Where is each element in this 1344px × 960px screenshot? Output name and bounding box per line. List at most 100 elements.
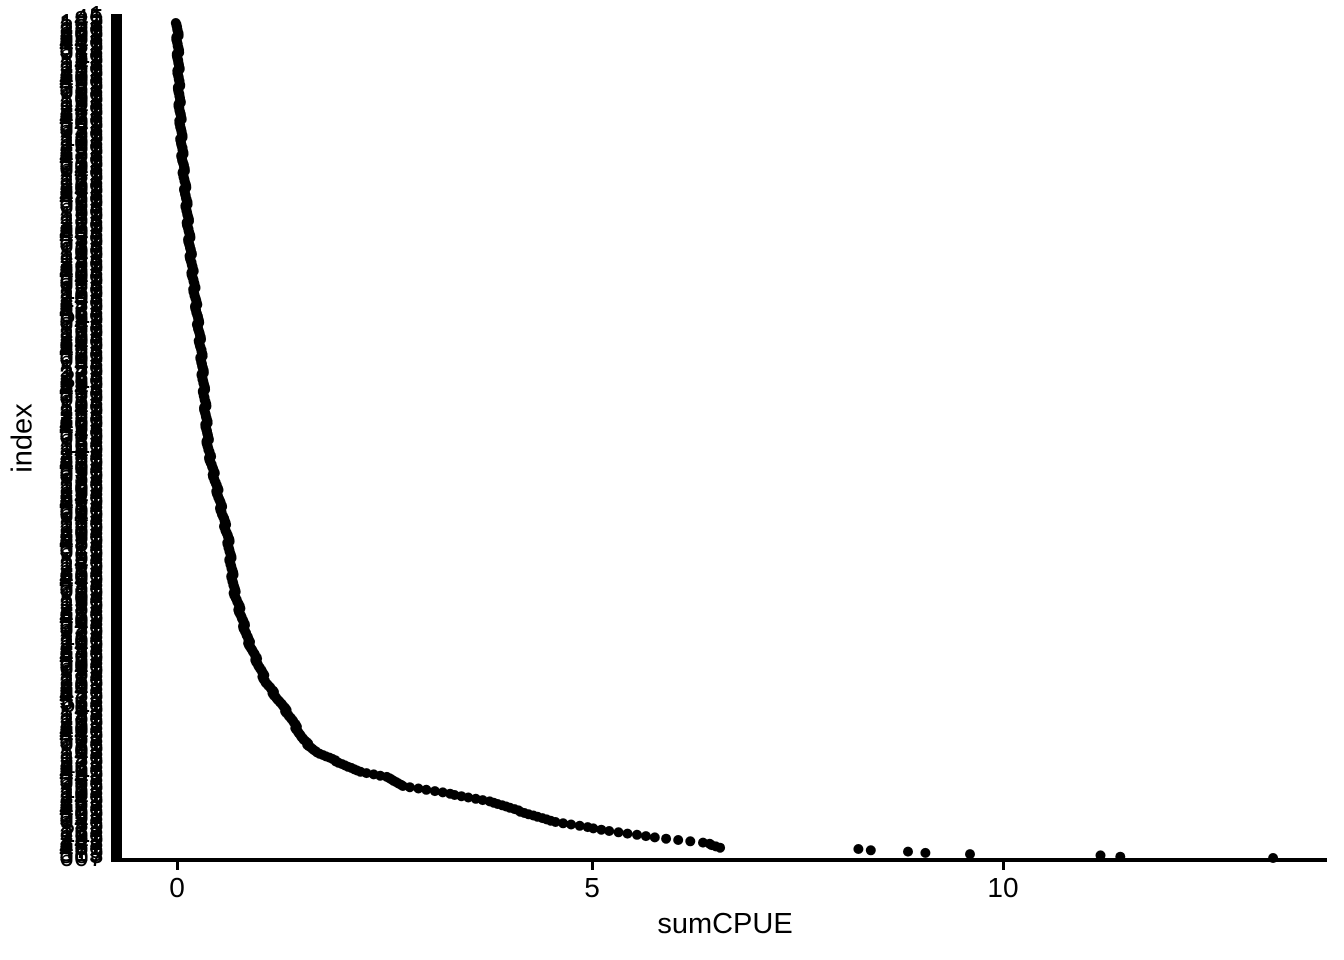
- y-tick-label: 609: [59, 342, 104, 373]
- y-tick-label: 543: [59, 761, 104, 792]
- y-tick-label: 405: [59, 561, 104, 592]
- data-point: [661, 833, 672, 844]
- y-tick-label: 641: [59, 805, 104, 836]
- y-tick-label: 493: [59, 566, 104, 597]
- y-tick-label: 649: [59, 498, 104, 529]
- y-tick-label: 337: [59, 633, 104, 664]
- y-tick-label: 345: [59, 327, 104, 358]
- y-tick-label: 23: [74, 423, 104, 454]
- y-tick-label: 519: [59, 836, 104, 867]
- y-tick-label: 153: [59, 85, 104, 116]
- y-tick-label: 461: [59, 103, 104, 134]
- y-tick-label: 139: [59, 200, 104, 230]
- y-tick-label: 27: [74, 270, 104, 301]
- y-tick-label: 205: [59, 626, 104, 657]
- y-tick-label: 349: [59, 174, 104, 205]
- y-tick-label: 49: [74, 693, 104, 724]
- data-point: [865, 845, 876, 856]
- y-tick-label: 415: [59, 600, 104, 631]
- y-tick-label: 63: [74, 579, 104, 610]
- y-tick-label: 473: [59, 488, 104, 519]
- y-tick-label: 217: [59, 166, 104, 197]
- y-tick-label: 575: [59, 379, 104, 410]
- y-tick-label: 391: [59, 675, 104, 706]
- y-tick-label: 619: [59, 381, 104, 412]
- y-tick-label: 387: [59, 828, 104, 859]
- y-tick-label: 81: [74, 311, 104, 342]
- y-tick-label: 643: [59, 306, 104, 337]
- y-tick-label: 99: [74, 44, 104, 75]
- y-tick-label: 567: [59, 685, 104, 716]
- y-tick-label: 505: [59, 106, 104, 137]
- y-tick-label: 375: [59, 444, 104, 475]
- y-tick-label: 533: [59, 722, 104, 753]
- y-tick-label: 103: [59, 735, 104, 766]
- y-tick-label: 101: [59, 389, 104, 420]
- y-tick-label: 69: [74, 771, 104, 802]
- y-tick-label: 421: [59, 792, 104, 823]
- y-tick-label: 239: [59, 589, 104, 620]
- y-tick-label: 109: [59, 83, 104, 114]
- data-point: [596, 824, 607, 835]
- y-tick-label: 21: [74, 77, 104, 108]
- y-tick-label: 215: [59, 665, 104, 695]
- y-tick-label: 427: [59, 140, 104, 171]
- y-tick-label: 289: [59, 784, 104, 815]
- y-tick-label: 621: [59, 727, 104, 758]
- y-tick-label: 571: [59, 532, 104, 563]
- data-point: [550, 817, 561, 827]
- y-tick-label: 95: [74, 197, 104, 228]
- y-tick-label: 627: [59, 75, 104, 106]
- y-tick-label: 53: [74, 540, 104, 571]
- y-tick-label: 165: [59, 470, 104, 501]
- y-tick-label: 403: [59, 215, 104, 246]
- y-tick-label: 563: [59, 839, 104, 870]
- x-tick-0: [175, 861, 179, 870]
- y-tick-label: 589: [59, 265, 104, 295]
- y-tick-label: 369: [59, 252, 104, 282]
- y-tick-label: 13: [74, 384, 104, 415]
- y-tick-label: 305: [59, 171, 104, 202]
- y-tick-label: 259: [59, 667, 104, 698]
- y-tick-label: 287: [59, 439, 104, 469]
- y-tick-label: 569: [59, 187, 104, 217]
- y-tick-label: 317: [59, 555, 104, 586]
- data-point: [715, 842, 726, 853]
- y-tick-label: 475: [59, 833, 104, 864]
- y-tick-label: 163: [59, 124, 104, 155]
- y-tick-label: 199: [59, 433, 104, 464]
- y-tick-label: 265: [59, 15, 104, 46]
- y-tick-label: 173: [59, 163, 104, 194]
- y-tick-label: 263: [59, 514, 104, 545]
- y-tick-label: 447: [59, 218, 104, 249]
- y-tick-label: 169: [59, 316, 104, 347]
- y-tick-label: 37: [74, 309, 104, 340]
- y-tick-label: 275: [59, 54, 104, 85]
- data-point: [685, 836, 696, 847]
- y-tick-label: 97: [74, 542, 104, 573]
- y-tick-label: 361: [59, 558, 104, 589]
- y-tick-label: 601: [59, 649, 104, 680]
- y-tick-label: 319: [59, 57, 104, 88]
- y-tick-label: 585: [59, 418, 104, 449]
- y-tick-label: 363: [59, 59, 104, 90]
- y-tick-label: 155: [59, 431, 104, 462]
- y-tick-label: 573: [59, 33, 104, 64]
- y-tick-label: 105: [59, 236, 104, 267]
- data-point: [853, 844, 864, 854]
- y-tick-label: 135: [59, 353, 104, 384]
- y-tick-label: 183: [59, 202, 104, 233]
- y-tick-label: 107: [59, 581, 104, 612]
- y-tick-label: 11: [76, 39, 104, 69]
- y-tick-label: 497: [59, 413, 104, 444]
- y-tick-label: 511: [61, 298, 104, 329]
- x-tick-label-10: 10: [987, 872, 1019, 903]
- y-tick-label: 381: [59, 636, 104, 667]
- y-tick-label: 385: [59, 483, 104, 514]
- data-point: [640, 831, 651, 842]
- y-tick-label: 179: [59, 355, 104, 386]
- y-tick-label: 225: [59, 704, 104, 734]
- y-tick-label: 247: [59, 283, 104, 314]
- y-tick-label: 315: [59, 210, 104, 241]
